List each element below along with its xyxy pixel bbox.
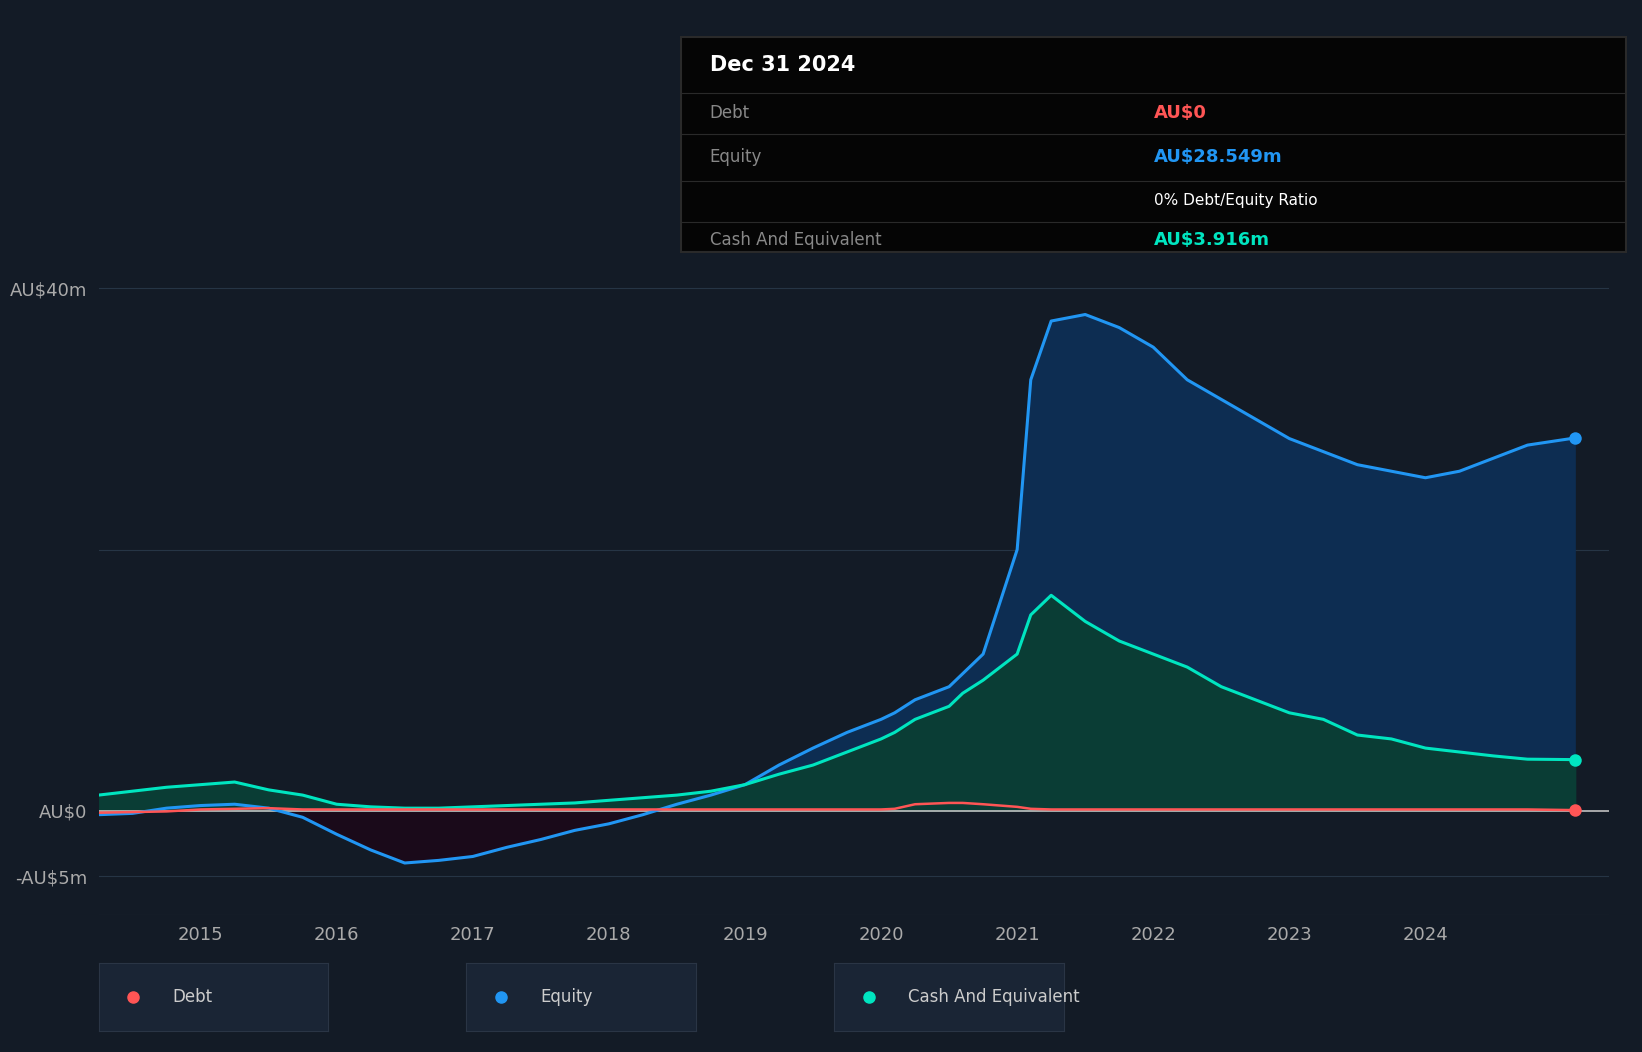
Text: Equity: Equity bbox=[540, 988, 593, 1006]
Text: AU$0: AU$0 bbox=[1153, 104, 1207, 122]
Text: Dec 31 2024: Dec 31 2024 bbox=[709, 55, 855, 75]
Text: Cash And Equivalent: Cash And Equivalent bbox=[709, 230, 882, 248]
Text: AU$3.916m: AU$3.916m bbox=[1153, 230, 1269, 248]
Text: Cash And Equivalent: Cash And Equivalent bbox=[908, 988, 1079, 1006]
Text: Equity: Equity bbox=[709, 147, 762, 165]
Text: 0% Debt/Equity Ratio: 0% Debt/Equity Ratio bbox=[1153, 194, 1317, 208]
Text: AU$28.549m: AU$28.549m bbox=[1153, 147, 1282, 165]
Text: Debt: Debt bbox=[709, 104, 750, 122]
Text: Debt: Debt bbox=[172, 988, 212, 1006]
